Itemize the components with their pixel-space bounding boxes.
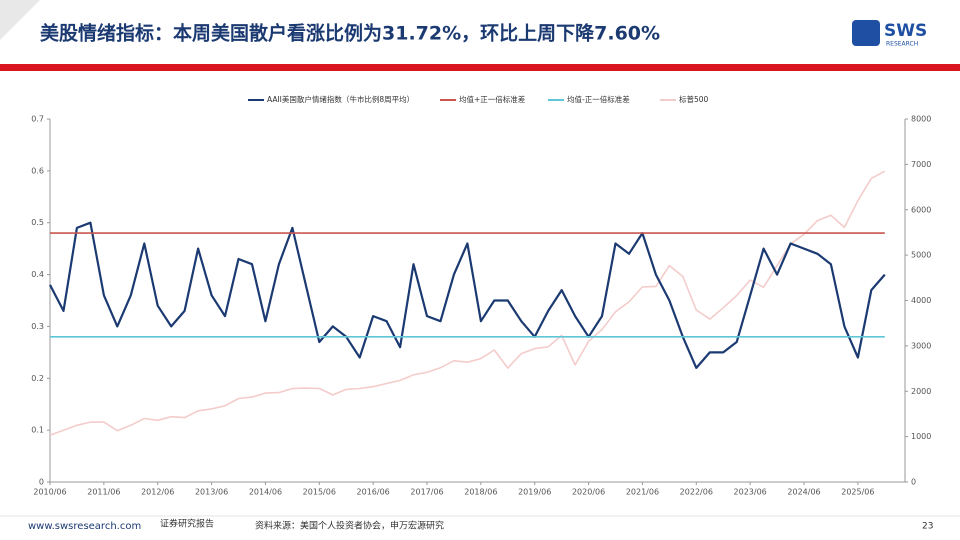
y2-tick-label: 3000 [911,341,931,350]
x-tick-label: 2011/06 [87,488,120,497]
y-tick-label: 0.4 [31,270,44,279]
legend-label: 均值+正一倍标准差 [459,94,526,104]
series-line [49,221,886,369]
y-tick-label: 0.5 [31,218,44,227]
y2-tick-label: 1000 [911,432,931,441]
x-tick-label: 2025/06 [841,488,874,497]
x-tick-label: 2022/06 [680,488,713,497]
logo-text: SWS [884,21,927,41]
x-tick-label: 2023/06 [734,488,767,497]
y2-tick-label: 2000 [911,387,931,396]
legend-label: 均值-正一倍标准差 [567,94,630,104]
x-tick-label: 2018/06 [464,488,497,497]
y-tick-label: 0.6 [31,166,44,175]
page-number: 23 [922,522,933,532]
footer-report: 证券研究报告 [160,518,214,530]
corner-deco [0,0,40,40]
y2-tick-label: 4000 [911,296,931,305]
x-tick-label: 2019/06 [518,488,551,497]
y2-tick-label: 7000 [911,160,931,169]
logo-sub: RESEARCH [886,41,918,48]
footer-source: 资料来源：美国个人投资者协会，申万宏源研究 [255,520,444,532]
x-tick-label: 2014/06 [249,488,282,497]
x-tick-label: 2015/06 [303,488,336,497]
y2-tick-label: 5000 [911,251,931,260]
slide-title: 美股情绪指标：本周美国散户看涨比例为31.72%，环比上周下降7.60% [40,22,660,45]
header-band [0,64,960,71]
y2-tick-label: 0 [911,478,916,487]
x-tick-label: 2016/06 [357,488,390,497]
x-tick-label: 2020/06 [572,488,605,497]
legend-label: 标普500 [679,94,709,104]
x-tick-label: 2024/06 [787,488,820,497]
series-line [49,170,886,437]
y-tick-label: 0.2 [31,374,44,383]
y-tick-label: 0 [39,478,44,487]
legend-label: AAII美国散户情绪指数（牛市比例8周平均） [267,94,414,104]
x-tick-label: 2012/06 [141,488,174,497]
y2-tick-label: 6000 [911,205,931,214]
x-tick-label: 2013/06 [195,488,228,497]
x-tick-label: 2021/06 [626,488,659,497]
y2-tick-label: 8000 [911,115,931,124]
x-tick-label: 2017/06 [410,488,443,497]
logo-icon [852,20,880,46]
y-tick-label: 0.3 [31,322,44,331]
y-tick-label: 0.7 [31,115,44,124]
y-tick-label: 0.1 [31,426,44,435]
x-tick-label: 2010/06 [33,488,66,497]
footer-site: www.swsresearch.com [28,521,141,532]
